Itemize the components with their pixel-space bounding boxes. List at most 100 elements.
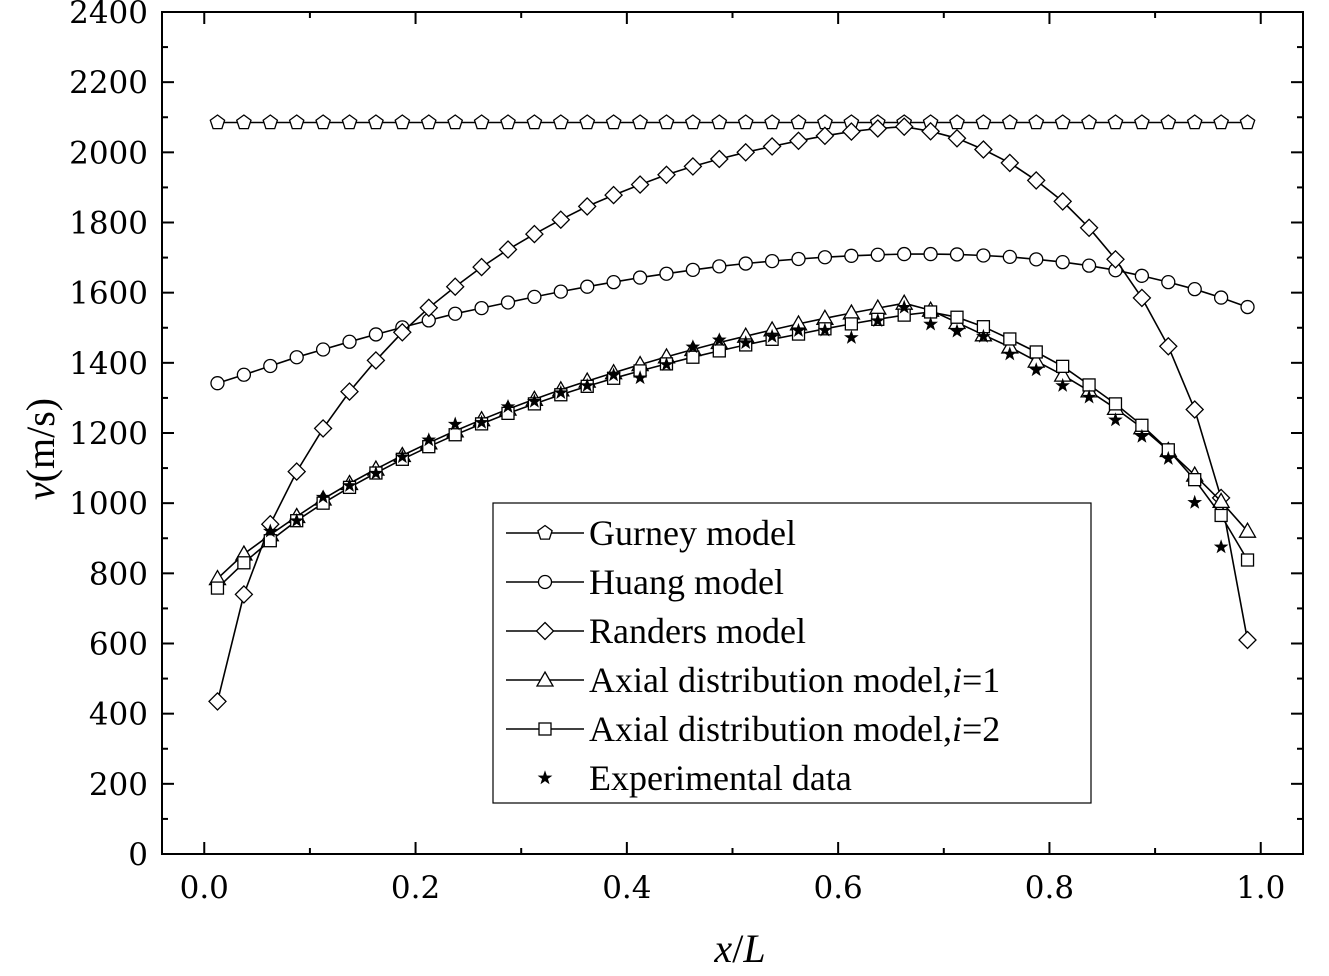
data-point-pentagon <box>711 114 728 130</box>
data-point-star <box>1028 362 1044 377</box>
data-point-square <box>1082 378 1096 392</box>
data-point-square <box>263 534 277 548</box>
data-point-square <box>844 317 859 331</box>
data-point-triangle <box>1211 492 1231 509</box>
data-point-circle <box>474 300 489 316</box>
data-point-diamond <box>762 136 782 156</box>
data-point-diamond <box>313 418 333 438</box>
data-point-pentagon <box>1160 114 1177 130</box>
y-tick-label: 600 <box>89 627 148 663</box>
data-point-star <box>1081 389 1097 404</box>
x-axis-var: x <box>713 926 732 971</box>
data-point-diamond <box>472 257 492 277</box>
data-point-square <box>1003 332 1017 346</box>
data-point-circle <box>1029 252 1044 267</box>
x-tick-label: 0.6 <box>813 870 862 906</box>
data-point-circle <box>1081 258 1097 273</box>
data-point-star <box>289 512 305 527</box>
data-point-pentagon <box>975 114 992 130</box>
data-point-star <box>315 489 331 504</box>
data-point-star <box>606 367 621 382</box>
data-point-circle <box>553 284 568 299</box>
data-point-pentagon <box>1028 114 1045 130</box>
legend-marker-pentagon <box>537 524 553 540</box>
data-point-diamond <box>709 149 729 169</box>
data-point-pentagon <box>473 114 490 130</box>
data-point-star <box>474 414 489 429</box>
series-line-diamond <box>216 125 1249 702</box>
x-tick-label: 0.4 <box>602 870 651 906</box>
data-point-square <box>686 350 700 364</box>
data-point-star <box>632 370 648 385</box>
legend-label-value: =1 <box>962 660 1000 700</box>
data-point-pentagon <box>737 114 754 130</box>
data-point-star <box>527 393 542 408</box>
data-point-pentagon <box>764 114 781 130</box>
legend-label-part: Axial distribution model, <box>589 660 952 700</box>
legend-label: Randers model <box>589 611 806 651</box>
data-point-square <box>1214 508 1228 523</box>
data-point-star <box>844 329 859 344</box>
data-point-pentagon <box>420 114 437 130</box>
y-axis-title: v(m/s) <box>18 398 63 500</box>
data-point-diamond <box>208 691 227 711</box>
data-point-circle <box>738 256 753 271</box>
data-point-square <box>1056 359 1070 373</box>
data-point-star <box>764 328 780 343</box>
x-axis-title: x/L <box>713 926 765 971</box>
data-point-diamond <box>736 142 756 162</box>
legend-item: Huang model <box>506 562 784 602</box>
legend-marker-diamond <box>535 621 555 641</box>
data-point-diamond <box>551 210 571 230</box>
data-point-star <box>579 377 595 392</box>
data-point-star <box>553 384 569 399</box>
y-tick-label: 0 <box>128 837 148 873</box>
legend-item: Gurney model <box>506 513 796 553</box>
data-point-circle <box>1213 290 1229 305</box>
data-point-star <box>395 449 410 464</box>
data-point-square <box>1029 345 1043 359</box>
y-tick-label: 400 <box>89 697 148 733</box>
y-tick-label: 2200 <box>69 65 148 101</box>
legend-box <box>492 502 1092 804</box>
data-point-diamond <box>1158 336 1178 356</box>
data-point-circle <box>632 270 648 285</box>
data-point-pentagon <box>1001 114 1018 130</box>
data-point-circle <box>976 248 991 263</box>
data-point-diamond <box>947 128 967 148</box>
data-point-circle <box>263 358 278 374</box>
data-point-circle <box>1187 282 1202 297</box>
legend-item: Axial distribution model,i=1 <box>506 660 1000 700</box>
data-point-circle <box>342 334 357 349</box>
y-axis-unit: (m/s) <box>18 398 63 482</box>
data-point-diamond <box>445 277 465 297</box>
data-point-circle <box>1055 254 1070 270</box>
data-point-diamond <box>1053 191 1073 211</box>
data-point-circle <box>659 266 674 281</box>
data-point-circle <box>289 350 304 365</box>
data-point-circle <box>685 262 701 278</box>
data-point-diamond <box>630 175 650 195</box>
data-point-circle <box>817 250 833 265</box>
data-point-pentagon <box>262 114 279 130</box>
data-point-circle <box>1134 268 1150 283</box>
data-point-star <box>711 332 727 347</box>
series-pentagon <box>209 114 1256 130</box>
data-point-star <box>500 398 516 413</box>
data-point-pentagon <box>1186 114 1203 130</box>
data-point-star <box>976 328 991 343</box>
data-point-star <box>896 299 912 314</box>
data-point-diamond <box>1000 153 1020 173</box>
data-point-square <box>1108 397 1123 411</box>
data-point-diamond <box>1026 170 1046 190</box>
series-star <box>262 299 1229 554</box>
data-point-circle <box>527 289 542 305</box>
series-line-square <box>216 311 1249 589</box>
data-point-pentagon <box>341 114 358 130</box>
data-point-diamond <box>604 185 624 205</box>
data-point-pentagon <box>368 114 384 130</box>
data-point-pentagon <box>579 114 596 130</box>
y-tick-label: 2000 <box>69 135 148 171</box>
data-point-star <box>342 477 357 492</box>
data-point-diamond <box>683 156 703 176</box>
